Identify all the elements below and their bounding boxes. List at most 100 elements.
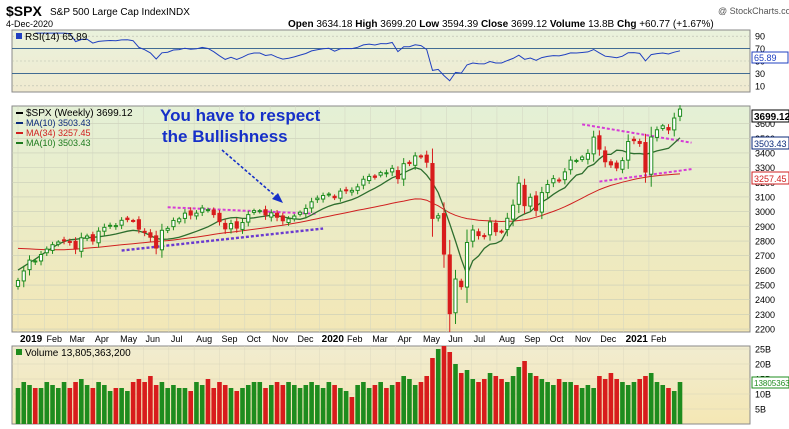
volume-bar	[188, 391, 193, 424]
volume-bar	[67, 388, 73, 424]
price-candle	[338, 188, 343, 202]
price-tick-label: 2900	[755, 222, 775, 232]
volume-bar	[268, 385, 274, 424]
volume-bar	[608, 373, 614, 424]
annotation: You have to respect the Bullishness	[160, 106, 321, 203]
volume-legend-swatch	[16, 349, 22, 355]
price-candle	[136, 216, 141, 234]
price-candle	[84, 233, 90, 242]
volume-bar	[280, 385, 286, 424]
price-candle	[73, 237, 78, 255]
price-candle	[626, 134, 631, 169]
price-candle	[482, 233, 487, 240]
price-candle	[159, 223, 164, 258]
volume-bar	[55, 388, 61, 424]
price-candle	[574, 158, 579, 164]
volume-bar	[286, 382, 291, 424]
volume-bar	[355, 385, 360, 424]
volume-bar	[61, 382, 67, 424]
price-candle	[251, 208, 257, 215]
volume-bar	[585, 385, 591, 424]
volume-bar	[487, 373, 493, 424]
price-candle	[672, 112, 677, 137]
price-candle	[367, 173, 372, 184]
volume-bar	[522, 361, 527, 424]
volume-badge: 13805363200	[751, 376, 789, 389]
volume-bar	[574, 385, 579, 424]
volume-bar	[671, 391, 677, 424]
volume-bar	[263, 388, 268, 424]
price-candle	[309, 197, 314, 213]
volume-bar	[349, 397, 355, 424]
price-candle	[131, 218, 136, 223]
price-candle	[464, 229, 470, 303]
annotation-line-1: You have to respect	[160, 106, 321, 125]
price-candle	[378, 170, 383, 178]
price-candle	[188, 207, 193, 220]
x-tick-label: 2021	[626, 334, 649, 345]
ma34-line	[17, 173, 681, 251]
volume-bar	[96, 382, 101, 424]
chart-header: $SPX S&P 500 Large Cap Index INDX 4-Dec-…	[6, 3, 789, 30]
price-candle	[148, 229, 153, 242]
volume-bar	[142, 382, 147, 424]
price-candle	[182, 209, 188, 224]
volume-bar	[643, 376, 648, 424]
volume-bar	[660, 385, 666, 424]
price-candle	[384, 169, 389, 178]
volume-bar	[84, 385, 90, 424]
exchange: INDX	[166, 7, 190, 18]
x-tick-label: 2020	[322, 334, 345, 345]
x-tick-label: 2019	[20, 334, 43, 345]
price-tick-label: 2600	[755, 266, 775, 276]
price-candle	[61, 236, 67, 245]
price-candle	[424, 150, 429, 168]
volume-bar	[568, 382, 573, 424]
volume-bar	[107, 391, 113, 424]
volume-bar	[424, 376, 430, 424]
price-candle	[580, 155, 585, 162]
legend-entry: MA(10) 3503.43	[26, 118, 91, 128]
price-candle	[332, 194, 337, 201]
x-tick-label: Apr	[95, 334, 109, 344]
price-candle	[585, 149, 590, 165]
price-candle	[79, 232, 84, 258]
price-candle	[56, 240, 61, 247]
price-candle	[344, 186, 349, 194]
volume-bar	[27, 385, 32, 424]
price-candle	[534, 191, 539, 217]
volume-bar	[493, 376, 499, 424]
volume-bar	[159, 382, 165, 424]
price-candle	[38, 250, 44, 266]
price-candle	[154, 230, 159, 255]
volume-bar	[332, 385, 337, 424]
price-tick-label: 2200	[755, 325, 775, 335]
volume-bar	[113, 388, 119, 424]
rsi-legend-swatch	[16, 33, 22, 39]
price-candle	[234, 217, 239, 233]
price-tick-label: 3100	[755, 192, 775, 202]
price-candle	[562, 168, 567, 185]
svg-text:65.89: 65.89	[754, 53, 777, 63]
price-candle	[142, 228, 147, 237]
price-candle	[407, 160, 412, 167]
price-candle	[608, 159, 614, 168]
rsi-tick-label: 30	[755, 69, 765, 79]
price-candle	[33, 258, 38, 265]
x-tick-label: Sep	[524, 334, 540, 344]
price-candle	[418, 154, 424, 159]
volume-bar	[545, 382, 550, 424]
volume-bar	[343, 391, 349, 424]
price-candle	[677, 105, 683, 122]
volume-bar	[441, 346, 447, 424]
volume-bar	[401, 376, 406, 424]
price-candle	[390, 164, 395, 177]
price-candle	[269, 209, 274, 222]
svg-text:3257.45: 3257.45	[754, 174, 787, 184]
volume-bar	[499, 379, 504, 424]
price-candle	[597, 130, 602, 156]
volume-bar	[240, 388, 245, 424]
rsi-tick-label: 70	[755, 44, 765, 54]
volume-bar	[591, 388, 596, 424]
